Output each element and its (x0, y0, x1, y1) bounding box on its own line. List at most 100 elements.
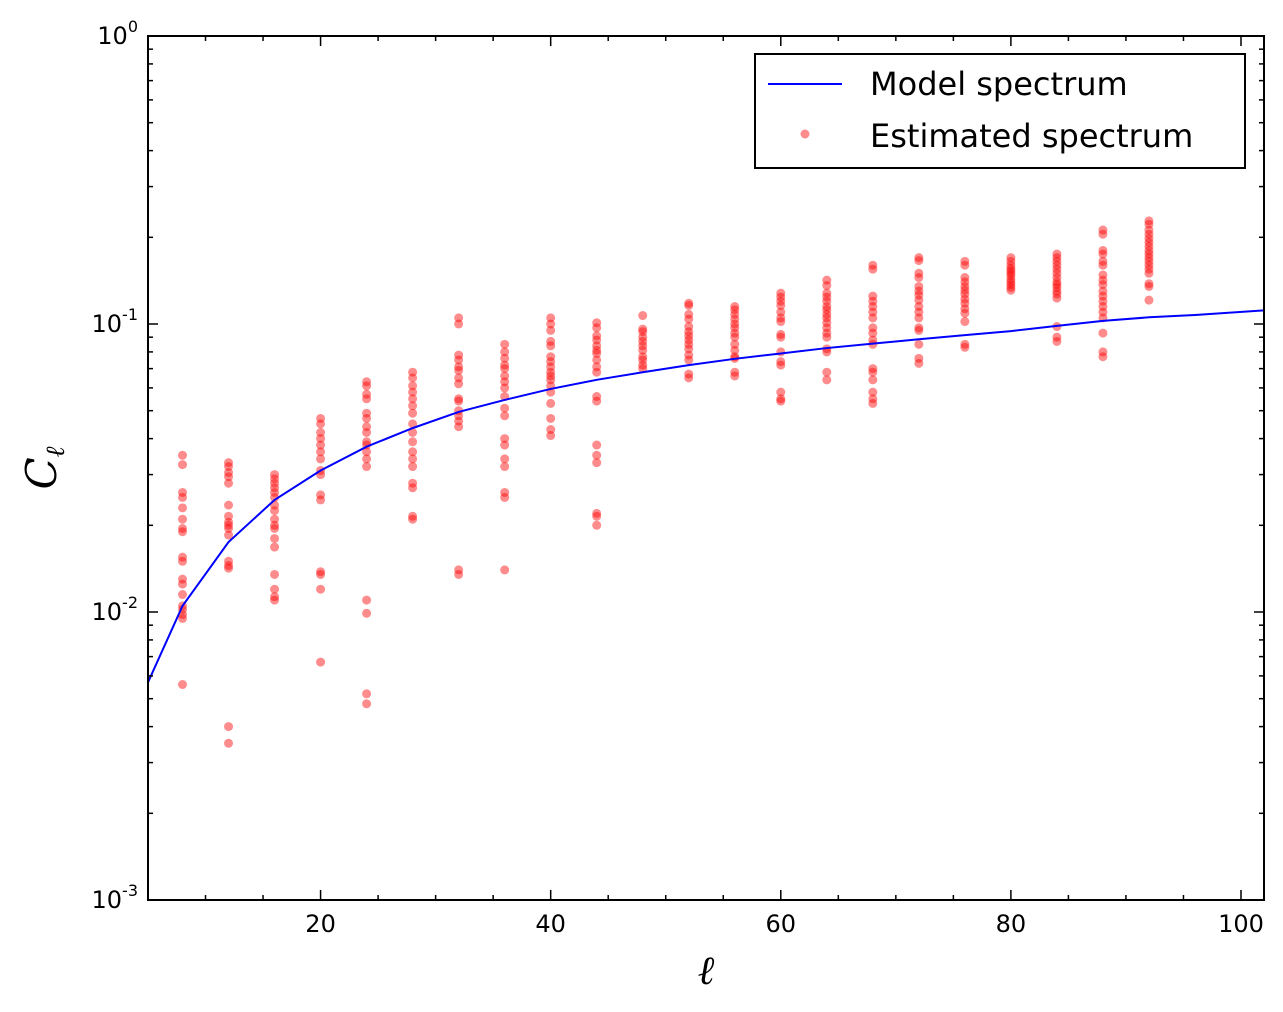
estimated-point-6-6 (454, 373, 464, 383)
estimated-point-17-12 (960, 339, 970, 349)
estimated-point-3-14 (316, 657, 326, 667)
estimated-point-16-14 (914, 353, 924, 363)
estimated-point-7-3 (500, 360, 510, 370)
estimated-point-9-7 (592, 355, 602, 365)
estimated-point-8-7 (546, 362, 556, 372)
estimated-point-15-7 (868, 323, 878, 333)
estimated-point-17-0 (960, 256, 970, 266)
estimated-point-11-7 (684, 335, 694, 345)
estimated-point-3-1 (316, 419, 326, 429)
estimated-point-13-12 (776, 387, 786, 397)
axis-ticks (148, 35, 1264, 901)
estimated-point-5-11 (408, 454, 418, 464)
estimated-point-9-15 (592, 508, 602, 518)
estimated-point-5-0 (408, 367, 418, 377)
estimated-point-5-3 (408, 387, 418, 397)
estimated-point-17-5 (960, 285, 970, 295)
estimated-point-13-10 (776, 357, 786, 367)
estimated-point-21-13 (1144, 268, 1154, 278)
estimated-point-14-12 (822, 332, 832, 342)
estimated-point-11-12 (684, 369, 694, 379)
estimated-point-18-5 (1006, 268, 1016, 278)
estimated-point-19-2 (1052, 256, 1062, 266)
legend-box (754, 53, 1246, 169)
estimated-point-15-2 (868, 291, 878, 301)
estimated-point-5-7 (408, 419, 418, 429)
estimated-point-19-11 (1052, 289, 1062, 299)
estimated-point-9-11 (592, 396, 602, 406)
estimated-point-20-1 (1098, 229, 1108, 239)
estimated-point-13-8 (776, 332, 786, 342)
estimated-point-20-3 (1098, 249, 1108, 259)
estimated-point-17-1 (960, 260, 970, 270)
estimated-point-10-1 (638, 324, 648, 334)
estimated-point-0-2 (178, 487, 188, 497)
estimated-point-17-7 (960, 294, 970, 304)
estimated-point-0-6 (178, 523, 188, 533)
estimated-point-5-4 (408, 394, 418, 404)
estimated-point-15-16 (868, 398, 878, 408)
estimated-point-21-2 (1144, 225, 1154, 235)
estimated-point-11-6 (684, 331, 694, 341)
estimated-point-21-5 (1144, 237, 1154, 247)
estimated-point-7-0 (500, 339, 510, 349)
estimated-point-3-5 (316, 447, 326, 457)
estimated-point-13-4 (776, 307, 786, 317)
estimated-point-18-8 (1006, 277, 1016, 287)
estimated-point-16-8 (914, 302, 924, 312)
estimated-point-0-4 (178, 503, 188, 513)
estimated-point-16-10 (914, 313, 924, 323)
estimated-point-1-10 (224, 530, 234, 540)
estimated-point-9-14 (592, 458, 602, 468)
estimated-point-11-4 (684, 322, 694, 332)
estimated-point-11-0 (684, 298, 694, 308)
estimated-point-4-12 (362, 462, 372, 472)
estimated-point-0-12 (178, 590, 188, 600)
estimated-point-17-2 (960, 273, 970, 283)
estimated-point-17-8 (960, 298, 970, 308)
estimated-point-18-7 (1006, 274, 1016, 284)
estimated-point-20-13 (1098, 307, 1108, 317)
estimated-point-20-9 (1098, 286, 1108, 296)
estimated-point-19-1 (1052, 253, 1062, 263)
estimated-point-2-3 (270, 483, 280, 493)
estimated-point-2-9 (270, 520, 280, 530)
estimated-point-14-4 (822, 296, 832, 306)
estimated-point-14-11 (822, 328, 832, 338)
estimated-point-0-5 (178, 514, 188, 524)
estimated-point-21-16 (1144, 295, 1154, 305)
estimated-point-10-3 (638, 332, 648, 342)
estimated-point-2-2 (270, 478, 280, 488)
legend: Model spectrum Estimated spectrum (754, 53, 1246, 169)
estimated-point-1-4 (224, 478, 234, 488)
estimated-point-21-15 (1144, 281, 1154, 291)
estimated-point-3-2 (316, 428, 326, 437)
estimated-point-2-10 (270, 523, 280, 533)
estimated-point-8-1 (546, 319, 556, 329)
estimated-point-0-8 (178, 552, 188, 562)
estimated-point-2-12 (270, 542, 280, 552)
estimated-point-15-5 (868, 307, 878, 317)
estimated-point-1-9 (224, 523, 234, 533)
estimated-point-20-16 (1098, 347, 1108, 357)
estimated-point-4-11 (362, 454, 372, 464)
estimated-point-12-4 (730, 319, 740, 329)
estimated-point-20-12 (1098, 302, 1108, 312)
estimated-point-11-1 (684, 300, 694, 310)
estimated-point-19-8 (1052, 280, 1062, 290)
estimated-point-6-14 (454, 565, 464, 575)
estimated-point-20-17 (1098, 352, 1108, 362)
estimated-point-6-7 (454, 379, 464, 389)
estimated-point-1-1 (224, 462, 234, 472)
x-axis-title: ℓ (698, 948, 715, 994)
estimated-point-15-1 (868, 264, 878, 274)
estimated-point-5-13 (408, 478, 418, 488)
estimated-point-3-10 (316, 495, 326, 505)
estimated-point-17-11 (960, 317, 970, 327)
estimated-point-12-8 (730, 339, 740, 349)
estimated-point-11-8 (684, 339, 694, 349)
estimated-point-21-8 (1144, 249, 1154, 259)
estimated-point-10-2 (638, 327, 648, 337)
estimated-point-0-0 (178, 450, 188, 460)
estimated-point-11-3 (684, 314, 694, 324)
